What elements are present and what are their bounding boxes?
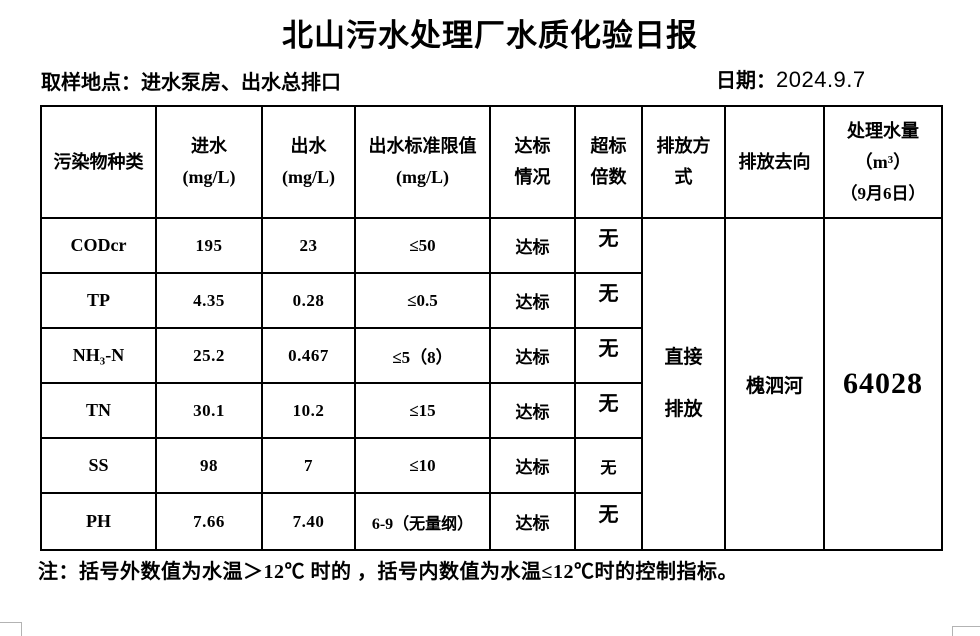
inflow-cell: 30.1 bbox=[155, 382, 263, 439]
table-row: SS 98 7 ≤10 达标 无 bbox=[40, 437, 942, 494]
limit-cell: ≤15 bbox=[354, 382, 491, 439]
exceed-cell: 无 bbox=[574, 437, 643, 494]
discharge-destination-cell: 槐泗河 bbox=[724, 217, 825, 551]
exceed-cell: 无 bbox=[574, 217, 643, 274]
treated-volume-cell: 64028 bbox=[823, 217, 943, 551]
header-discharge-destination: 排放去向 bbox=[724, 105, 825, 219]
header-status: 达标 情况 bbox=[489, 105, 576, 219]
date-value: 2024.9.7 bbox=[776, 67, 866, 92]
header-pollutant: 污染物种类 bbox=[40, 105, 157, 219]
status-cell: 达标 bbox=[489, 217, 576, 274]
inflow-cell: 4.35 bbox=[155, 272, 263, 329]
outflow-cell: 10.2 bbox=[261, 382, 356, 439]
pollutant-cell: TN bbox=[40, 382, 157, 439]
inflow-cell: 25.2 bbox=[155, 327, 263, 384]
limit-cell: ≤50 bbox=[354, 217, 491, 274]
footnote: 注：括号外数值为水温＞12℃ 时的 ，括号内数值为水温≤12℃时的控制指标。 bbox=[38, 561, 738, 583]
date-label: 日期： bbox=[716, 70, 776, 92]
inflow-cell: 195 bbox=[155, 217, 263, 274]
inflow-cell: 98 bbox=[155, 437, 263, 494]
exceed-cell: 无 bbox=[574, 272, 643, 329]
outflow-cell: 23 bbox=[261, 217, 356, 274]
header-outflow: 出水 (mg/L) bbox=[261, 105, 356, 219]
header-exceed: 超标 倍数 bbox=[574, 105, 643, 219]
status-cell: 达标 bbox=[489, 327, 576, 384]
limit-cell: ≤5（8） bbox=[354, 327, 491, 384]
header-treated-volume: 处理水量 （m³） （9月6日） bbox=[823, 105, 943, 219]
limit-cell: ≤10 bbox=[354, 437, 491, 494]
exceed-cell: 无 bbox=[574, 327, 643, 384]
pollutant-cell: TP bbox=[40, 272, 157, 329]
pollutant-cell: SS bbox=[40, 437, 157, 494]
status-cell: 达标 bbox=[489, 272, 576, 329]
outflow-cell: 7.40 bbox=[261, 492, 356, 551]
status-cell: 达标 bbox=[489, 437, 576, 494]
header-discharge-mode: 排放方式 bbox=[641, 105, 726, 219]
header-inflow: 进水 (mg/L) bbox=[155, 105, 263, 219]
gridline-vertical bbox=[952, 626, 953, 636]
limit-cell: ≤0.5 bbox=[354, 272, 491, 329]
pollutant-cell: NH₃-N bbox=[40, 327, 157, 384]
table-row: CODcr 195 23 ≤50 达标 无 直接 排放 槐泗河 64028 bbox=[40, 217, 943, 551]
table-row: TP 4.35 0.28 ≤0.5 达标 无 bbox=[40, 272, 942, 329]
page-title: 北山污水处理厂水质化验日报 bbox=[282, 18, 698, 53]
gridline-vertical bbox=[21, 622, 22, 636]
outflow-cell: 7 bbox=[261, 437, 356, 494]
limit-cell: 6-9（无量纲） bbox=[354, 492, 491, 551]
sampling-location: 取样地点：进水泵房、出水总排口 bbox=[41, 72, 341, 94]
gridline-horizontal bbox=[0, 622, 22, 623]
table-row: PH 7.66 7.40 6-9（无量纲） 达标 无 bbox=[40, 492, 942, 551]
pollutant-cell: CODcr bbox=[40, 217, 157, 274]
header-limit: 出水标准限值 (mg/L) bbox=[354, 105, 491, 219]
outflow-cell: 0.28 bbox=[261, 272, 356, 329]
exceed-cell: 无 bbox=[574, 382, 643, 439]
header-row: 污染物种类 进水 (mg/L) 出水 (mg/L) 出水标准限值 (mg/L) 达标情… bbox=[40, 105, 943, 219]
gridline-horizontal bbox=[952, 626, 980, 627]
pollutant-cell: PH bbox=[40, 492, 157, 551]
exceed-cell: 无 bbox=[574, 492, 643, 551]
report-date: 日期：2024.9.7 bbox=[716, 64, 866, 93]
discharge-mode-cell: 直接 排放 bbox=[641, 217, 726, 551]
status-cell: 达标 bbox=[489, 382, 576, 439]
status-cell: 达标 bbox=[489, 492, 576, 551]
table-row: NH₃-N 25.2 0.467 ≤5（8） 达标 无 bbox=[40, 327, 942, 384]
inflow-cell: 7.66 bbox=[155, 492, 263, 551]
table-row: TN 30.1 10.2 ≤15 达标 无 bbox=[40, 382, 942, 439]
outflow-cell: 0.467 bbox=[261, 327, 356, 384]
water-quality-table: 污染物种类 进水 (mg/L) 出水 (mg/L) 出水标准限值 (mg/L) 达标情… bbox=[40, 105, 943, 551]
